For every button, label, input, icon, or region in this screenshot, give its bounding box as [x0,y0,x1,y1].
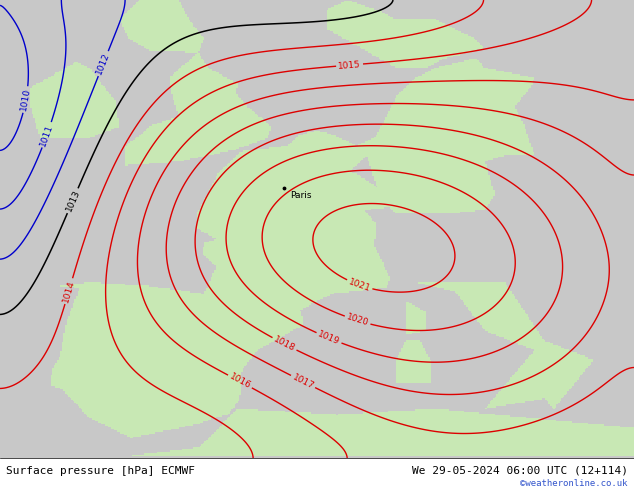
Text: 1017: 1017 [291,372,315,391]
Text: 1020: 1020 [346,313,370,328]
Text: Paris: Paris [290,191,312,200]
Text: ©weatheronline.co.uk: ©weatheronline.co.uk [520,479,628,489]
Text: 1011: 1011 [39,122,55,147]
Text: 1010: 1010 [20,88,32,112]
Text: 1016: 1016 [228,372,252,391]
Text: 1018: 1018 [272,335,297,353]
Text: We 29-05-2024 06:00 UTC (12+114): We 29-05-2024 06:00 UTC (12+114) [411,466,628,476]
Text: 1013: 1013 [64,188,81,213]
Text: 1021: 1021 [347,277,372,293]
Text: 1012: 1012 [95,51,112,76]
Text: 1019: 1019 [316,329,341,346]
Text: Surface pressure [hPa] ECMWF: Surface pressure [hPa] ECMWF [6,466,195,476]
Text: 1015: 1015 [338,60,361,71]
Text: 1014: 1014 [61,279,76,303]
